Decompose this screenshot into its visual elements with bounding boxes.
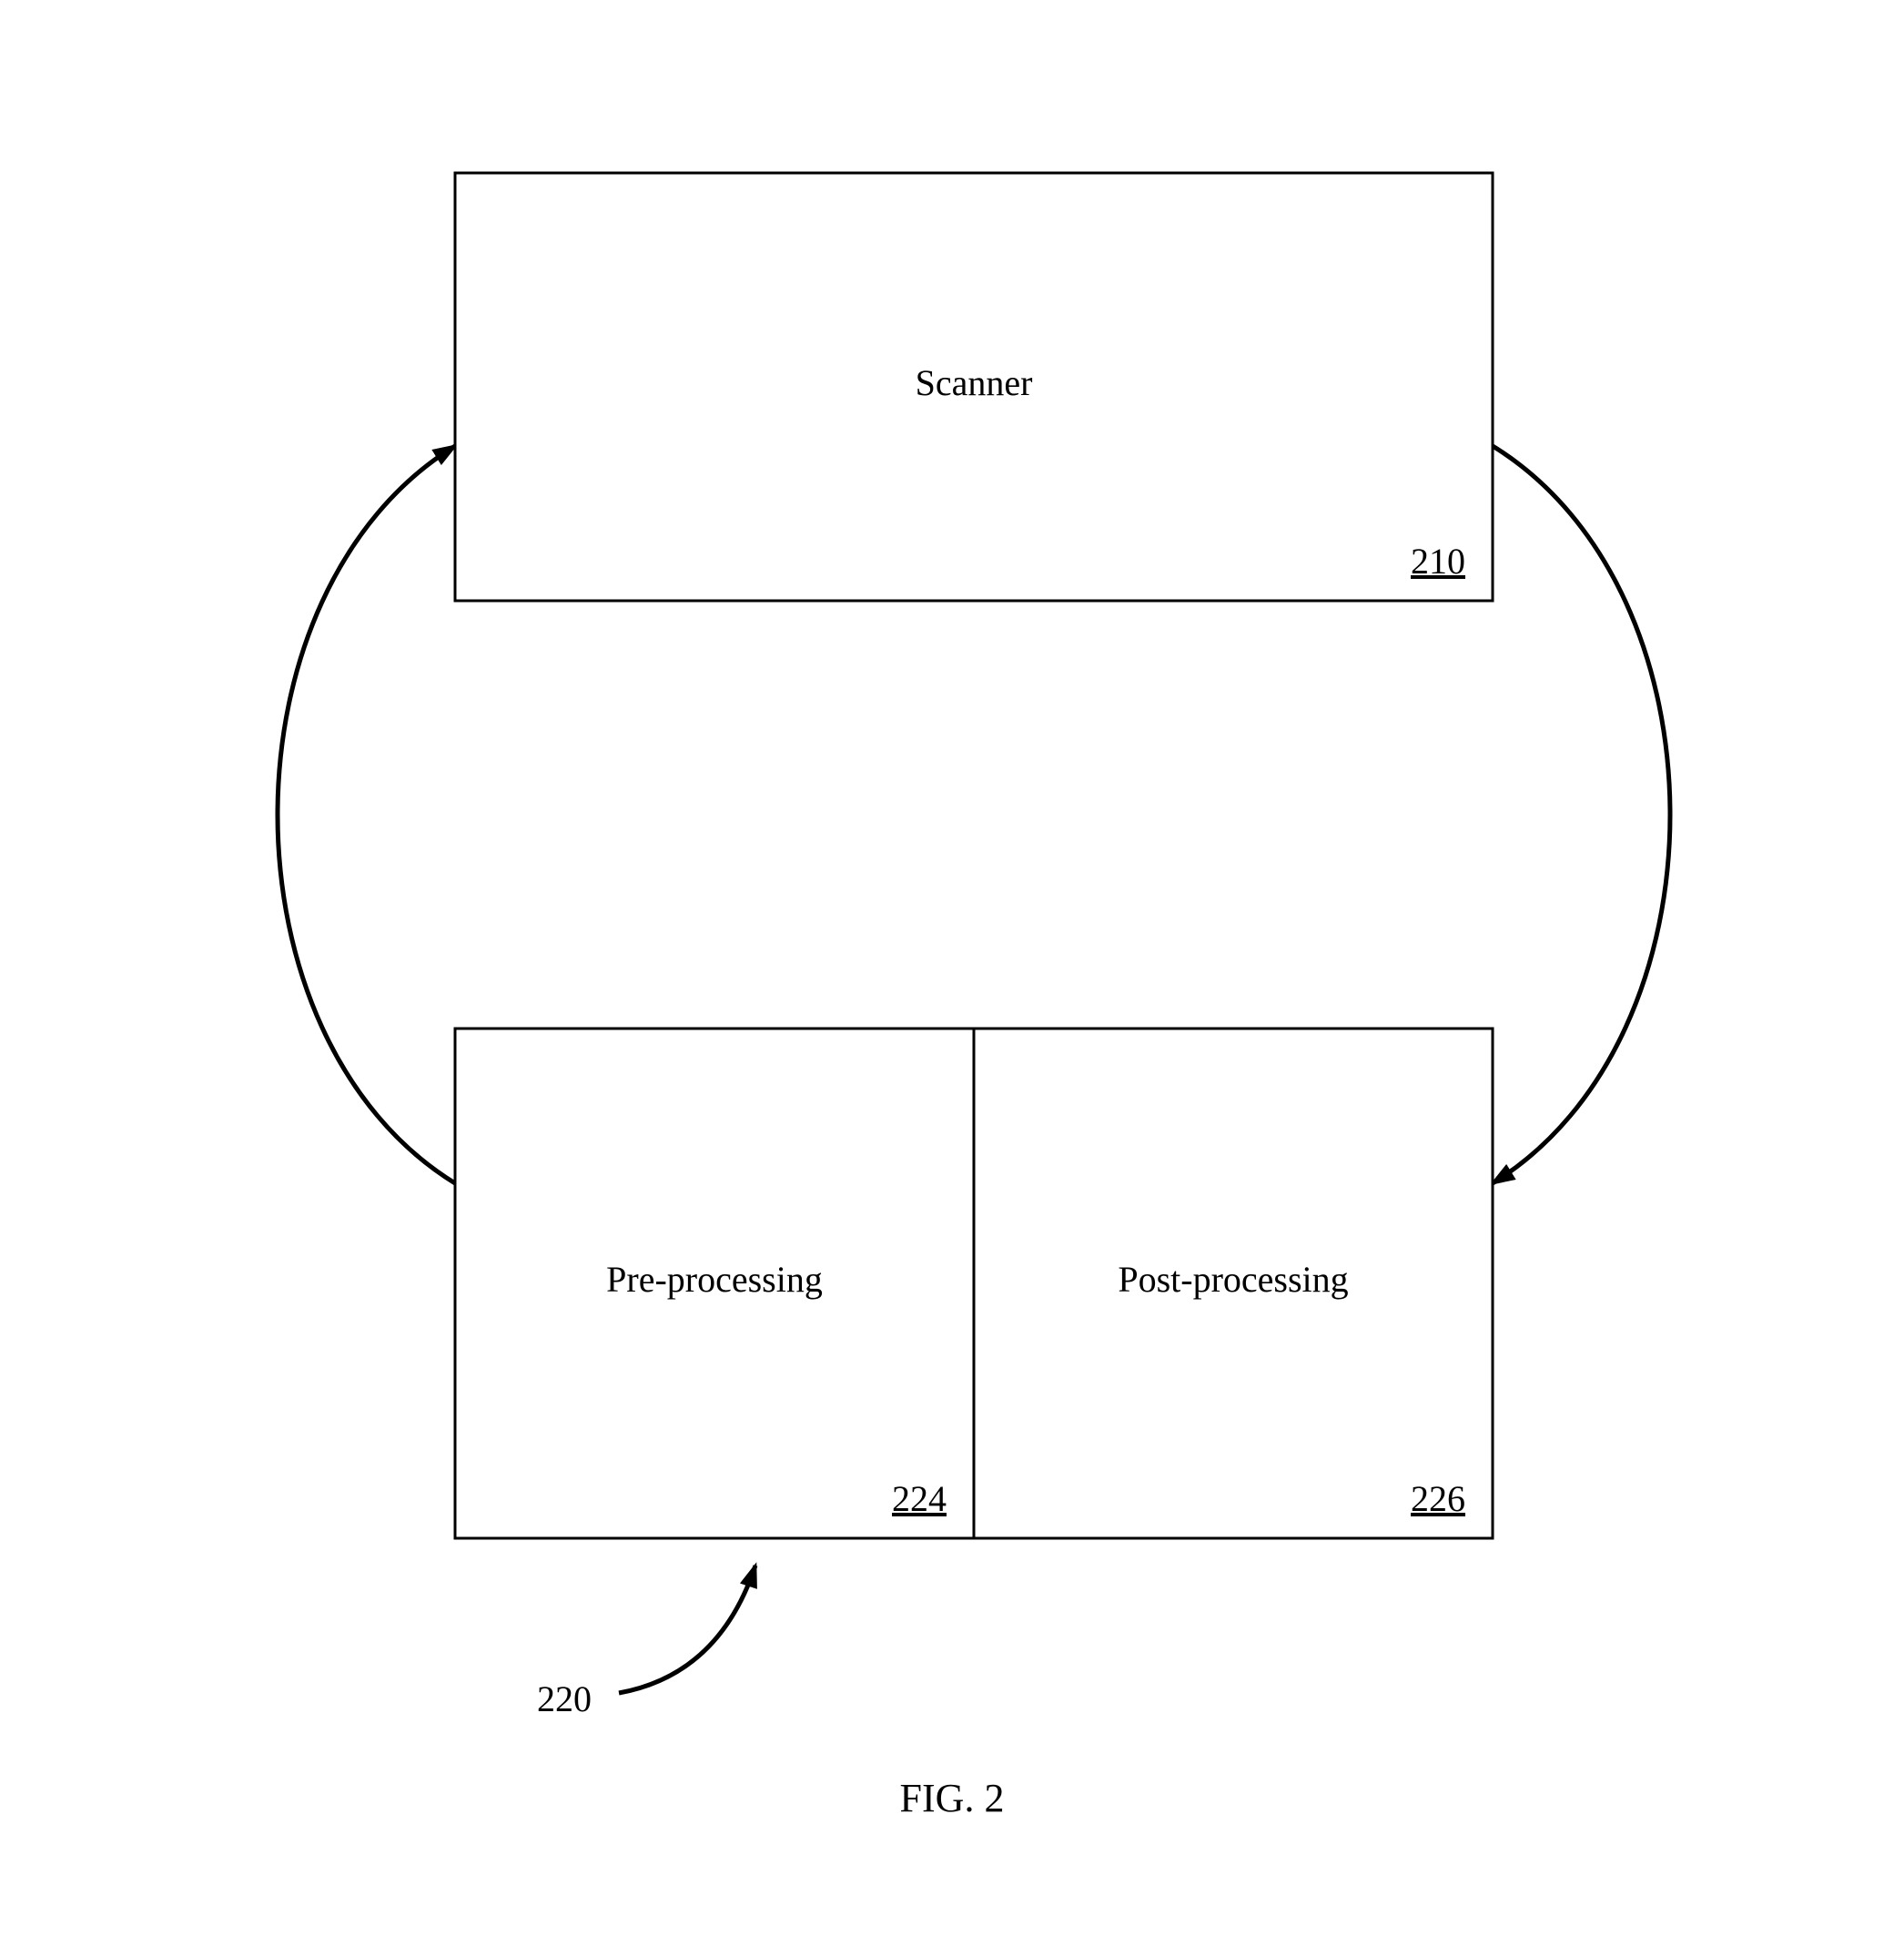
edge-right-arc [1493,446,1670,1183]
edge-left-arc [278,446,455,1183]
container-ref-label: 220 [537,1678,592,1719]
node-scanner-label: Scanner [916,362,1033,403]
node-preprocessing-label: Pre-processing [606,1259,823,1300]
node-scanner: Scanner 210 [455,173,1493,601]
node-postprocessing: Post-processing 226 [974,1029,1493,1538]
container-ref-pointer [619,1566,755,1693]
node-preprocessing-ref: 224 [892,1478,947,1519]
figure-caption: FIG. 2 [900,1776,1005,1820]
node-scanner-ref: 210 [1411,541,1465,582]
block-diagram: Scanner 210 Pre-processing 224 Post-processi… [0,0,1904,1936]
node-postprocessing-label: Post-processing [1118,1259,1348,1300]
node-preprocessing: Pre-processing 224 [455,1029,974,1538]
node-postprocessing-ref: 226 [1411,1478,1465,1519]
